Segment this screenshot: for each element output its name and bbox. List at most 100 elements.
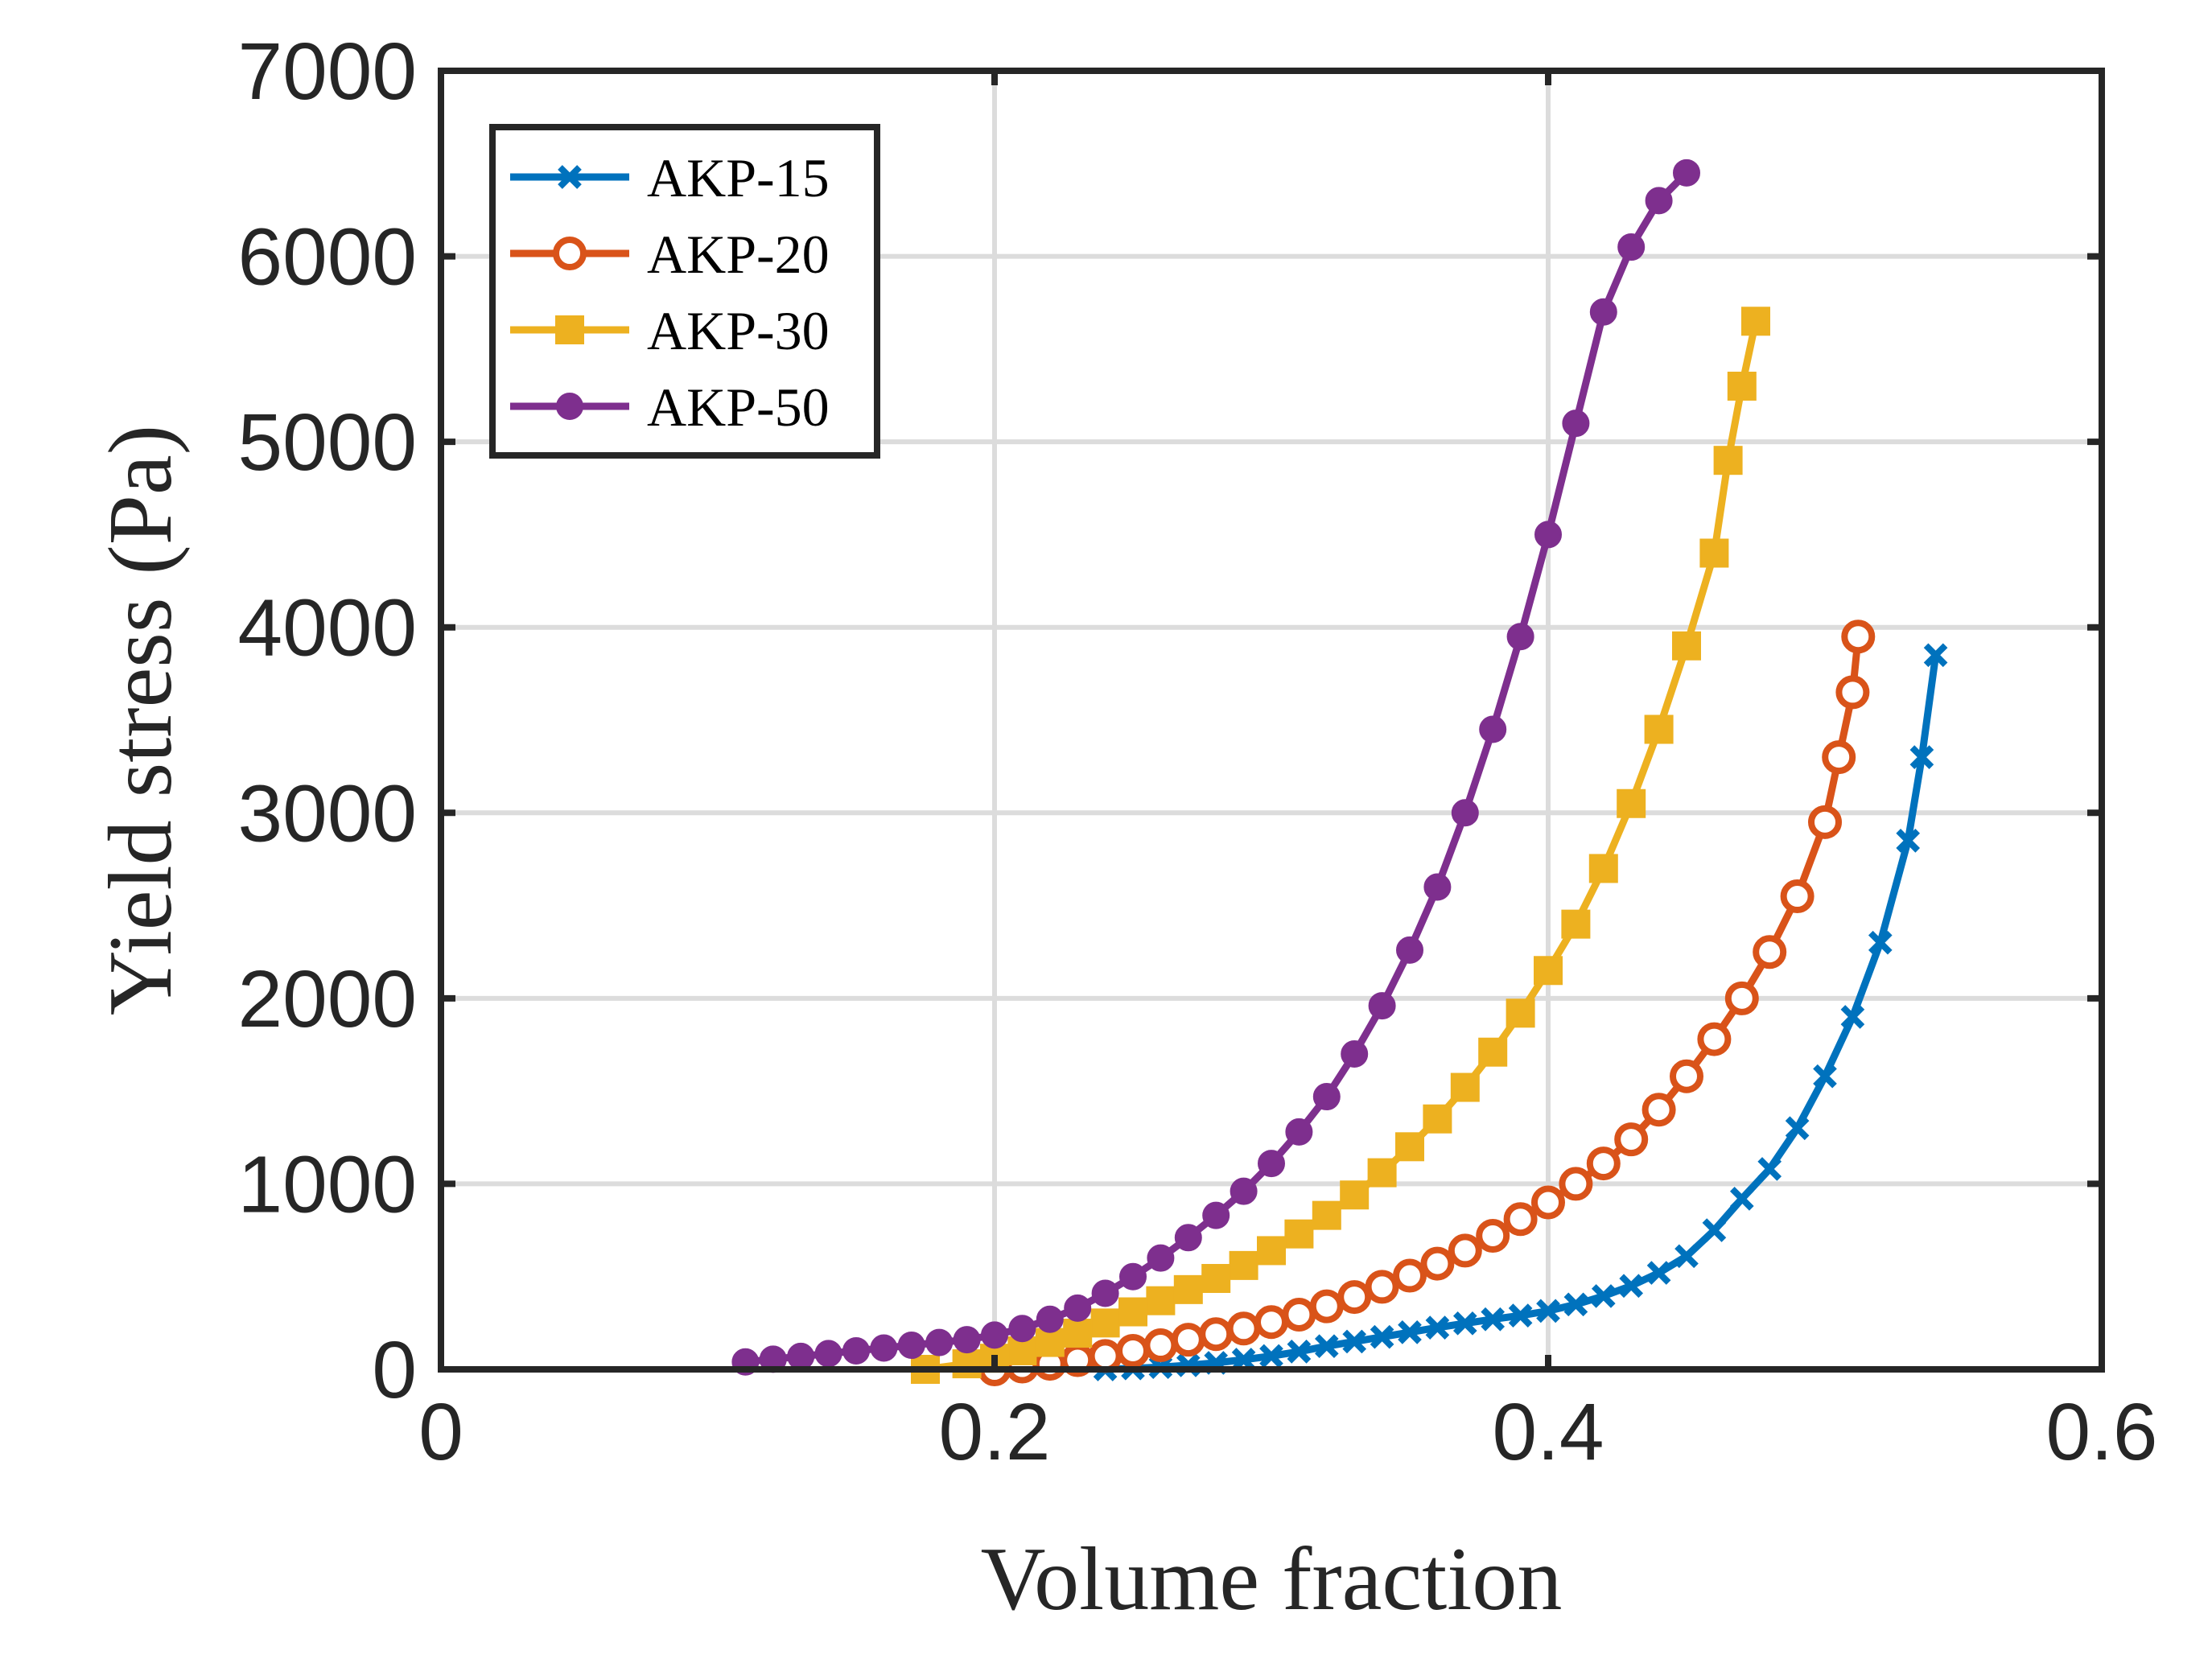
data-point <box>1673 158 1700 187</box>
data-point <box>1118 1297 1147 1327</box>
x-tick-label: 0.4 <box>1492 1387 1604 1477</box>
data-point <box>1147 1244 1175 1272</box>
data-point <box>1699 538 1729 568</box>
legend-item: AKP-30 <box>510 300 830 361</box>
data-point <box>1619 1274 1644 1299</box>
data-point <box>1808 805 1842 839</box>
data-point <box>1562 410 1590 438</box>
data-point <box>1506 998 1535 1028</box>
legend-item: AKP-20 <box>510 224 830 285</box>
data-point <box>1285 1118 1313 1146</box>
x-axis-title: Volume fraction <box>981 1529 1563 1629</box>
data-point <box>897 1332 925 1360</box>
data-point <box>1370 1324 1394 1349</box>
data-point <box>1229 1250 1258 1280</box>
data-point <box>1448 1233 1482 1268</box>
legend: AKP-15 AKP-20 AKP-30 AKP-50 <box>489 124 880 459</box>
data-point <box>1534 956 1563 986</box>
x-tick-label: 0 <box>418 1387 463 1477</box>
data-point <box>1199 1317 1234 1352</box>
y-tick-label: 3000 <box>238 768 417 858</box>
y-tick-label: 5000 <box>238 397 417 488</box>
legend-marker <box>553 237 587 270</box>
legend-item: AKP-50 <box>510 377 830 438</box>
data-point <box>1588 854 1618 883</box>
data-point <box>1064 1294 1092 1322</box>
data-point <box>1341 1040 1369 1068</box>
data-point <box>787 1342 815 1370</box>
data-point <box>953 1326 981 1354</box>
data-point <box>1757 1157 1782 1181</box>
data-point <box>870 1334 898 1362</box>
data-point <box>1506 623 1534 651</box>
data-point <box>1254 1305 1288 1340</box>
data-point <box>1091 1279 1119 1307</box>
data-point <box>1342 1329 1367 1354</box>
data-point <box>1840 1005 1865 1029</box>
data-point <box>1896 829 1921 853</box>
data-point <box>1909 745 1934 769</box>
x-tick-label: 0.2 <box>938 1387 1050 1477</box>
axis-ticks <box>438 68 2105 1373</box>
data-point <box>1753 935 1787 969</box>
series-layer <box>731 158 1948 1386</box>
data-point <box>1561 909 1591 939</box>
data-point <box>1395 1132 1424 1162</box>
data-point <box>1452 1311 1477 1336</box>
data-point <box>1672 631 1701 661</box>
data-point <box>1367 1158 1397 1188</box>
y-axis-title: Yield stress (Pa) <box>91 425 191 1015</box>
data-point <box>1531 1185 1565 1220</box>
data-point <box>1337 1280 1372 1315</box>
data-point <box>952 1349 982 1379</box>
data-point <box>1226 1311 1261 1346</box>
series-akp-30 <box>911 307 1770 1384</box>
data-point <box>1741 307 1770 336</box>
data-point <box>1259 1344 1283 1369</box>
data-point <box>1036 1305 1064 1333</box>
data-point <box>1835 675 1870 710</box>
data-point <box>1143 1328 1178 1363</box>
data-point <box>1641 1093 1676 1127</box>
data-point <box>1702 1218 1727 1242</box>
data-point <box>1035 1328 1065 1357</box>
data-point <box>1563 1292 1588 1317</box>
data-point <box>1841 620 1876 654</box>
data-point <box>814 1340 842 1368</box>
data-point <box>1481 1307 1506 1332</box>
data-point <box>1644 714 1674 744</box>
y-tick-label: 0 <box>372 1325 417 1415</box>
data-point <box>1368 992 1396 1020</box>
data-point <box>1729 1187 1754 1211</box>
data-point <box>1868 930 1893 955</box>
data-point <box>1450 1072 1480 1102</box>
data-point <box>1727 371 1757 401</box>
data-point <box>1674 1244 1699 1269</box>
data-point <box>1617 788 1646 818</box>
data-point <box>1284 1219 1314 1249</box>
data-point <box>1785 1116 1810 1141</box>
data-point <box>1534 521 1562 549</box>
data-point <box>1063 1319 1093 1348</box>
data-point <box>1146 1286 1176 1315</box>
y-tick-label: 4000 <box>238 583 417 673</box>
data-point <box>1258 1150 1285 1178</box>
data-point <box>1116 1333 1150 1368</box>
data-point <box>1340 1180 1370 1210</box>
data-point <box>1589 298 1617 326</box>
y-tick-label: 2000 <box>238 954 417 1044</box>
data-point <box>1393 1258 1427 1293</box>
x-tick-label: 0.6 <box>2045 1387 2157 1477</box>
series-akp-20 <box>978 620 1876 1386</box>
legend-label: AKP-50 <box>647 377 830 438</box>
data-point <box>1724 981 1759 1015</box>
data-point <box>1090 1308 1120 1338</box>
data-point <box>1008 1315 1036 1343</box>
data-point <box>1174 1224 1202 1252</box>
data-point <box>981 1321 1008 1349</box>
data-point <box>1396 936 1423 964</box>
data-point <box>1923 643 1948 668</box>
data-point <box>1713 446 1743 475</box>
y-tick-label: 7000 <box>238 27 417 117</box>
